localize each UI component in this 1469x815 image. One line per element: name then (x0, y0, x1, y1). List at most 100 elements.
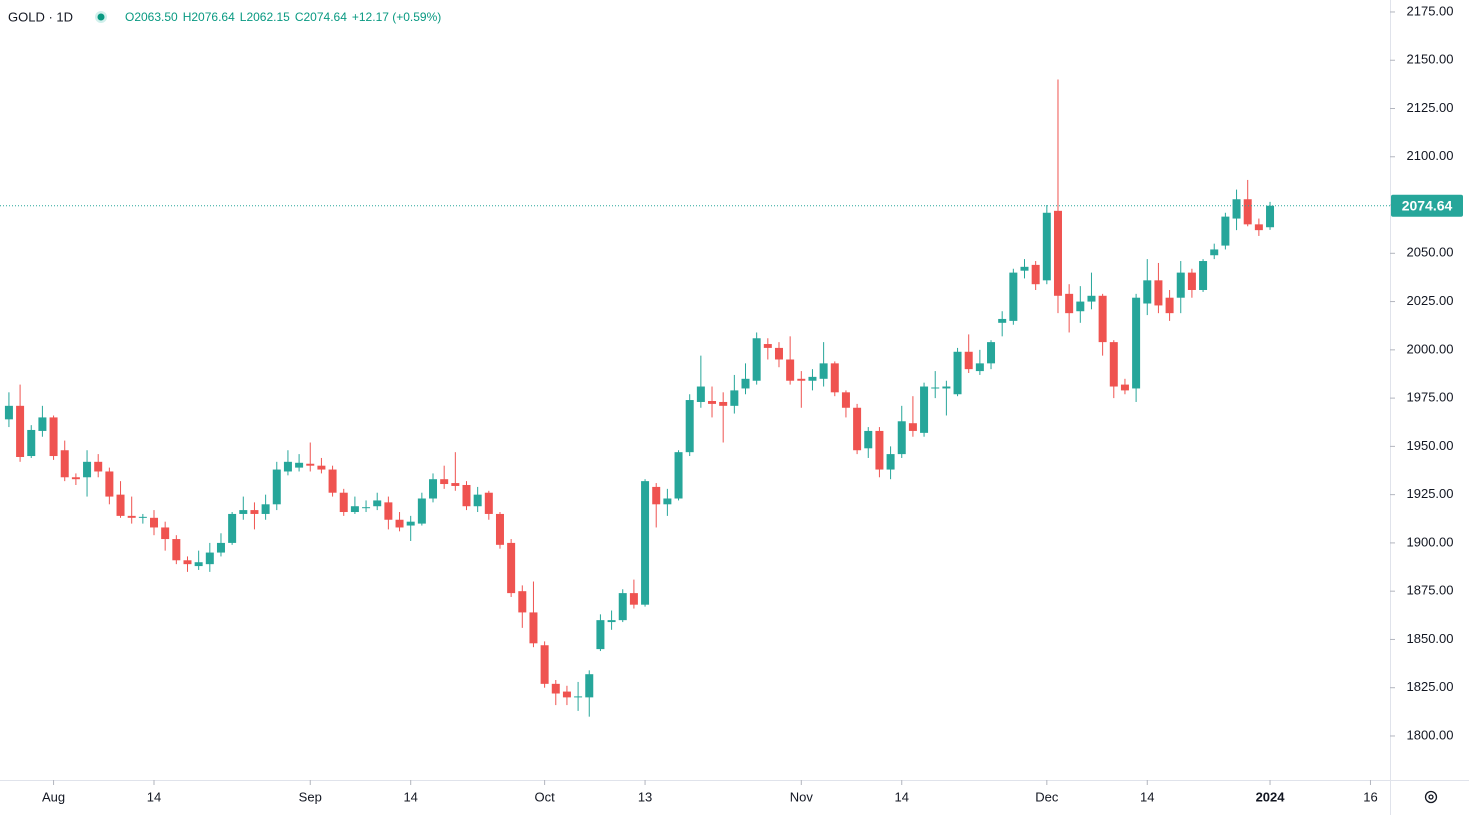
y-tick-label: 1925.00 (1407, 486, 1454, 501)
candle-body (540, 645, 549, 684)
candle-body (1199, 261, 1208, 290)
candle-body (1187, 272, 1196, 290)
candle-body (507, 542, 516, 594)
candle-body (1120, 384, 1129, 391)
candle-body (473, 494, 482, 507)
candle-body (942, 386, 951, 389)
symbol[interactable]: GOLD · 1D (8, 9, 73, 24)
y-tick-label: 1875.00 (1407, 583, 1454, 598)
candle-body (1232, 199, 1241, 219)
candle-body (395, 519, 404, 528)
x-tick-label: 14 (403, 789, 417, 804)
candle-body (652, 486, 661, 505)
last-price-box (1391, 194, 1463, 217)
candle-body (853, 407, 862, 451)
y-tick-label: 2000.00 (1407, 341, 1454, 356)
y-tick-label: 2050.00 (1407, 245, 1454, 260)
candle-body (696, 386, 705, 402)
candle-body (1042, 212, 1051, 281)
x-tick-label: 14 (147, 789, 161, 804)
candle-body (562, 691, 571, 698)
x-tick-label: 14 (895, 789, 909, 804)
settings-icon[interactable] (1424, 790, 1438, 804)
ohlc-value: L2062.15 (240, 10, 290, 24)
candle-body (551, 683, 560, 694)
candle-body (462, 484, 471, 507)
candle-body (797, 378, 806, 381)
candle-body (964, 351, 973, 370)
candle-body (228, 513, 237, 543)
y-tick-label: 1800.00 (1407, 727, 1454, 742)
ohlc-legend: O2063.50 H2076.64 L2062.15 C2074.64 +12.17 (… (125, 10, 441, 24)
candle-body (339, 492, 348, 513)
candle-body (205, 552, 214, 565)
candle-body (317, 465, 326, 470)
candle-body (183, 560, 192, 565)
candle-body (808, 376, 817, 381)
candle-body (763, 344, 772, 348)
candle-body (685, 400, 694, 453)
candle-body (719, 401, 728, 406)
candle-body (495, 513, 504, 545)
candle-body (1020, 266, 1029, 271)
y-tick-label: 1825.00 (1407, 679, 1454, 694)
candle-body (897, 421, 906, 455)
candle-body (150, 517, 159, 528)
candle-body (931, 387, 940, 389)
candle-body (94, 461, 103, 472)
candle-body (1254, 224, 1263, 231)
y-tick-label: 1900.00 (1407, 534, 1454, 549)
candle-body (1154, 280, 1163, 306)
candle-body (786, 359, 795, 381)
candle-body (60, 450, 69, 478)
candle-body (239, 510, 248, 514)
candle-body (49, 417, 58, 457)
x-tick-label: 14 (1140, 789, 1154, 804)
candle-body (819, 363, 828, 379)
candle-body (975, 363, 984, 372)
candle-body (384, 502, 393, 520)
candle-body (1243, 199, 1252, 225)
candle-body (574, 696, 583, 698)
candle-body (1165, 297, 1174, 314)
candle-body (1098, 295, 1107, 343)
candle-body (116, 494, 125, 516)
candle-body (1053, 210, 1062, 296)
candle-body (328, 469, 337, 493)
candle-body (161, 527, 170, 540)
candle-body (71, 477, 80, 480)
candle-body (953, 351, 962, 395)
candle-body (908, 423, 917, 431)
candle-body (886, 454, 895, 470)
candle-body (618, 593, 627, 621)
x-tick-label: Dec (1035, 789, 1059, 804)
candle-body (27, 429, 36, 457)
candle-body (596, 620, 605, 650)
candle-body (362, 507, 371, 509)
x-tick-label: 2024 (1256, 789, 1286, 804)
x-tick-label: Sep (299, 789, 322, 804)
x-tick-label: 13 (638, 789, 652, 804)
candle-body (830, 363, 839, 393)
candle-body (4, 405, 13, 420)
candle-body (261, 504, 270, 514)
candle-body (1009, 272, 1018, 321)
candle-body (295, 462, 304, 468)
candle-body (373, 500, 382, 507)
y-tick-label: 1975.00 (1407, 390, 1454, 405)
candle-body (1087, 295, 1096, 302)
candle-body (451, 483, 460, 486)
candle-body (127, 515, 136, 518)
candle-body (216, 542, 225, 553)
y-tick-label: 2175.00 (1407, 3, 1454, 18)
candle-body (1143, 280, 1152, 304)
candle-body (998, 318, 1007, 323)
candle-body (105, 471, 114, 497)
candle-body (920, 386, 929, 433)
candle-body (306, 463, 315, 466)
candle-body (38, 417, 47, 431)
candle-body (350, 506, 359, 513)
candle-body (674, 452, 683, 499)
ohlc-value: H2076.64 (183, 10, 235, 24)
